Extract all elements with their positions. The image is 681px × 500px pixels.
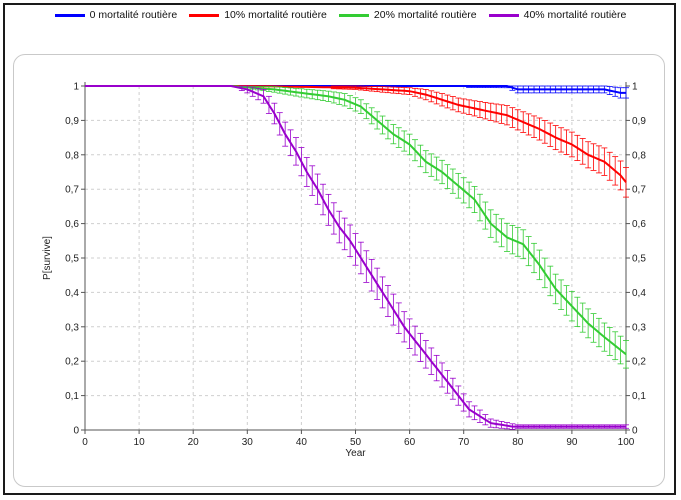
x-tick-label: 30 (242, 437, 254, 448)
legend-label: 20% mortalité routière (373, 9, 477, 21)
x-tick-label: 60 (404, 437, 416, 448)
y-tick-label-left: 0,1 (65, 391, 79, 402)
legend-label: 40% mortalité routière (523, 9, 627, 21)
y-tick-label-left: 0,9 (65, 116, 79, 127)
x-tick-label: 20 (188, 437, 200, 448)
legend-item: 0 mortalité routière (54, 9, 178, 21)
chart-panel (13, 54, 665, 487)
x-tick-label: 100 (618, 437, 635, 448)
legend-item: 40% mortalité routière (488, 9, 627, 21)
y-tick-label-right: 0,4 (632, 288, 646, 299)
x-axis-label: Year (345, 448, 366, 459)
y-tick-label-left: 1 (73, 82, 79, 93)
y-tick-label-left: 0,6 (65, 219, 79, 230)
legend-item: 10% mortalité routière (189, 9, 327, 21)
legend-label: 10% mortalité routière (224, 9, 327, 21)
y-tick-label-left: 0,5 (65, 254, 79, 265)
legend-swatch (338, 13, 369, 17)
x-tick-label: 80 (512, 437, 524, 448)
y-tick-label-left: 0,4 (65, 288, 79, 299)
y-tick-label-right: 0,8 (632, 150, 646, 161)
x-tick-label: 40 (296, 437, 308, 448)
x-tick-label: 50 (350, 437, 362, 448)
y-tick-label-left: 0,7 (65, 185, 79, 196)
x-tick-label: 70 (458, 437, 470, 448)
y-tick-label-right: 0,7 (632, 185, 646, 196)
y-tick-label-left: 0,8 (65, 150, 79, 161)
legend-label: 0 mortalité routière (89, 9, 178, 21)
y-tick-label-right: 0,5 (632, 254, 646, 265)
legend-item: 20% mortalité routière (338, 9, 477, 21)
y-tick-label-left: 0 (73, 426, 79, 437)
legend-swatch (54, 13, 85, 17)
x-tick-label: 0 (82, 437, 88, 448)
chart-legend: 0 mortalité routière 10% mortalité routiè… (0, 6, 681, 24)
legend-swatch (488, 13, 519, 17)
y-tick-label-right: 1 (632, 82, 638, 93)
series-errorbars (330, 85, 629, 198)
x-tick-label: 90 (566, 437, 578, 448)
y-tick-label-left: 0,3 (65, 322, 79, 333)
y-tick-label-right: 0 (632, 426, 638, 437)
y-tick-label-left: 0,2 (65, 357, 79, 368)
series-errorbars (466, 85, 629, 99)
y-axis-label: P[survive] (42, 236, 53, 280)
y-tick-label-right: 0,2 (632, 357, 646, 368)
y-tick-label-right: 0,6 (632, 219, 646, 230)
y-tick-label-right: 0,3 (632, 322, 646, 333)
legend-swatch (189, 13, 220, 17)
y-tick-label-right: 0,1 (632, 391, 646, 402)
x-tick-label: 10 (134, 437, 146, 448)
series-line (85, 85, 626, 428)
y-tick-label-right: 0,9 (632, 116, 646, 127)
